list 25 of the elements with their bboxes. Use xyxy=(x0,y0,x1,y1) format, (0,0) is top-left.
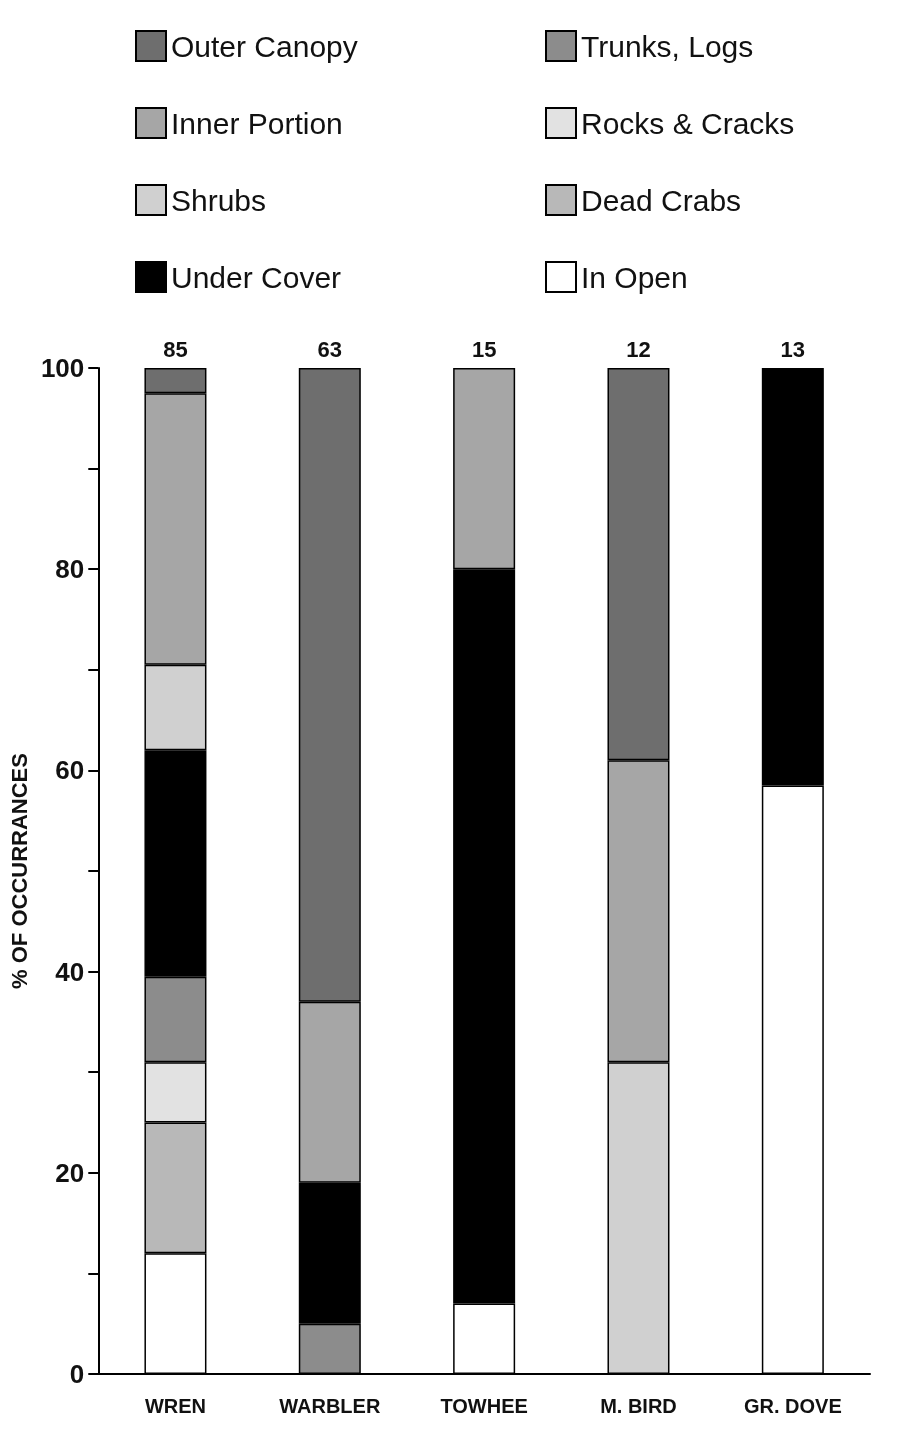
y-tick-label: 20 xyxy=(55,1157,85,1188)
x-tick-label: WARBLER xyxy=(279,1395,381,1417)
y-tick-label: 100 xyxy=(40,353,85,383)
annotation: 63 xyxy=(317,336,343,362)
y-tick-label: 0 xyxy=(69,1359,85,1389)
legend-label: Trunks, Logs xyxy=(581,29,754,63)
legend-label: Outer Canopy xyxy=(171,29,358,63)
annotation: 12 xyxy=(626,336,651,362)
legend-label: In Open xyxy=(581,260,688,294)
legend-label: Shrubs xyxy=(171,183,267,217)
annotation: 15 xyxy=(471,336,497,362)
legend-label: Rocks & Cracks xyxy=(581,106,795,140)
annotation: 85 xyxy=(163,336,188,362)
legend-label: Dead Crabs xyxy=(581,183,742,217)
x-tick-label: M. BIRD xyxy=(600,1395,677,1417)
annotation: 13 xyxy=(780,336,806,362)
legend-label: Under Cover xyxy=(171,260,342,294)
x-tick-label: WREN xyxy=(144,1395,207,1417)
y-tick-label: 60 xyxy=(55,755,85,786)
y-axis-title: % OF OCCURRANCES xyxy=(6,753,32,989)
legend-label: Inner Portion xyxy=(171,106,343,140)
y-tick-label: 40 xyxy=(55,956,85,987)
x-tick-label: GR. DOVE xyxy=(743,1395,842,1417)
x-tick-label: TOWHEE xyxy=(440,1395,528,1417)
y-tick-label: 80 xyxy=(55,554,85,585)
